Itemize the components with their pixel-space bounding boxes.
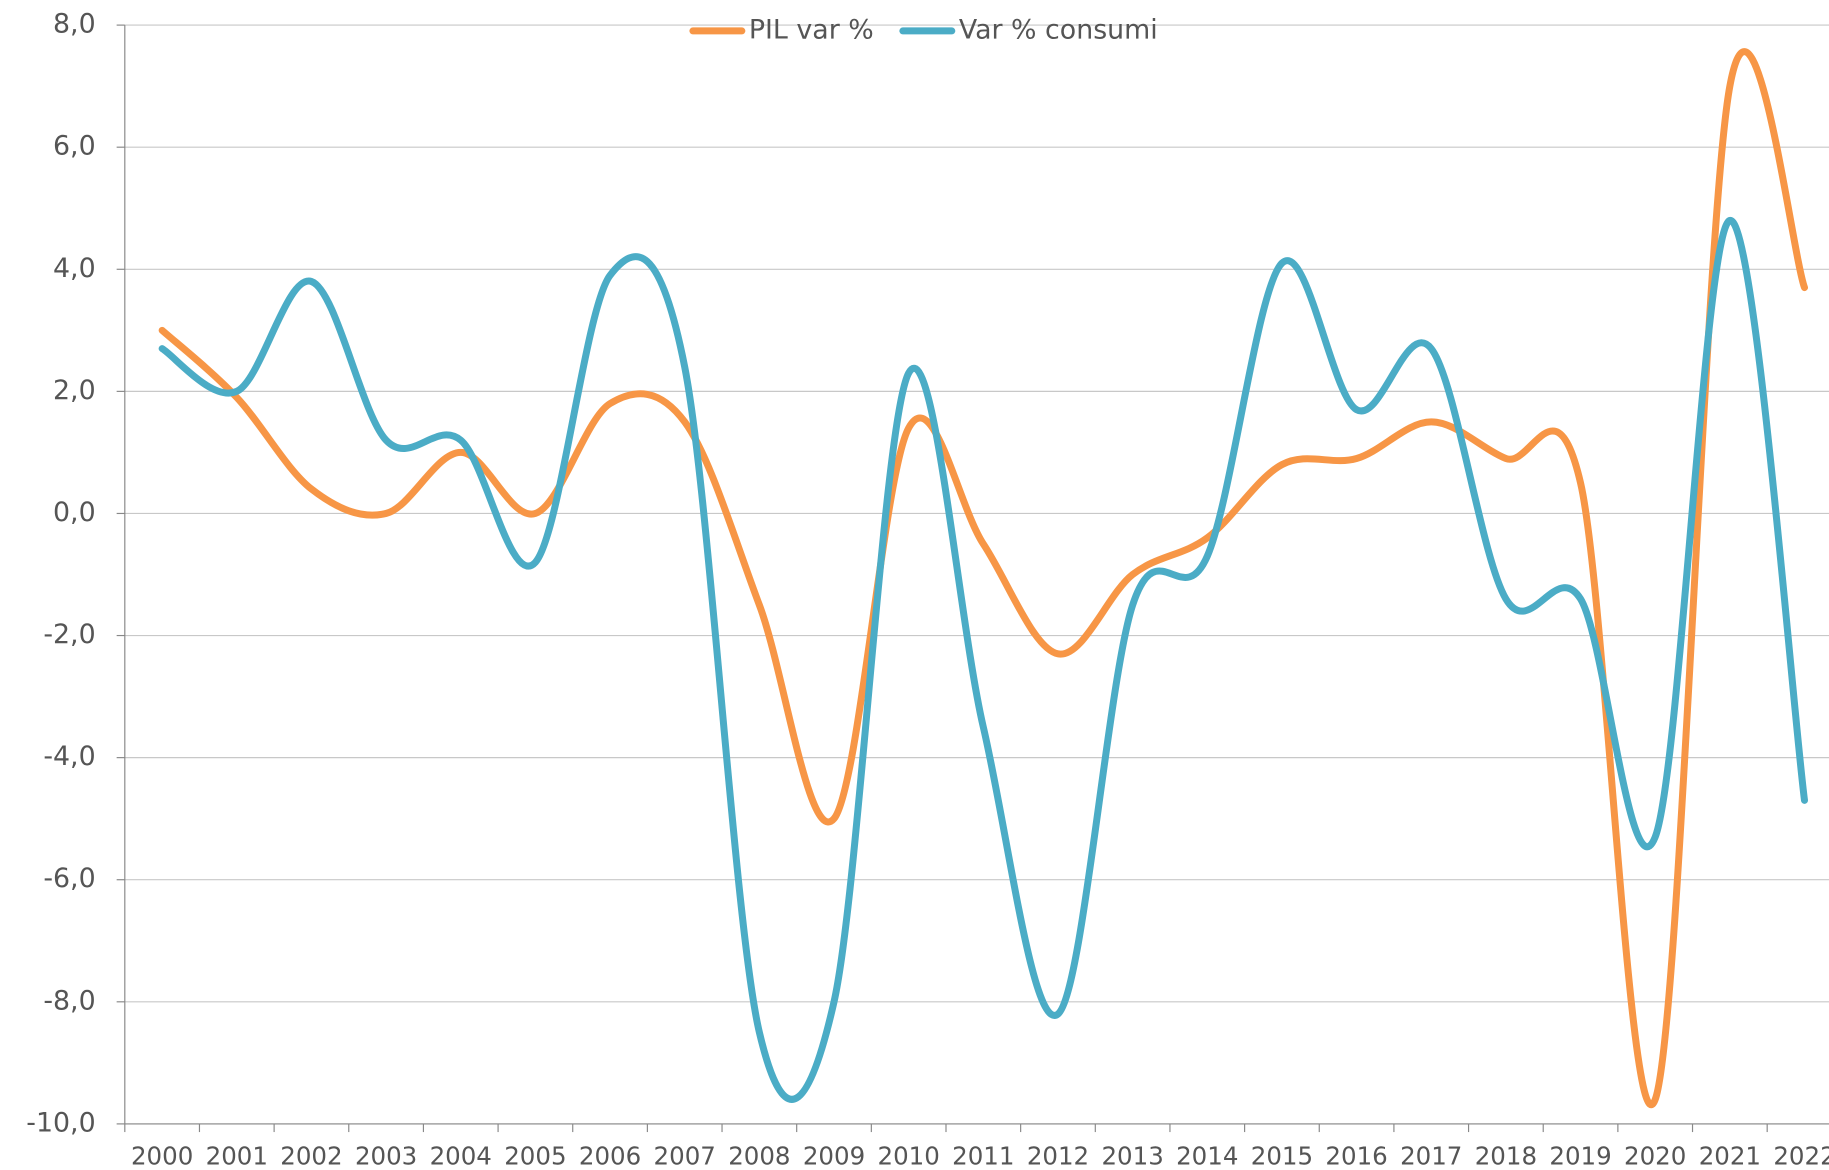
x-tick-label: 2004 (430, 1142, 492, 1170)
x-tick-label: 2022 (1773, 1142, 1829, 1170)
x-tick-label: 2007 (654, 1142, 716, 1170)
y-tick-label: 6,0 (53, 131, 96, 162)
y-tick-label: -2,0 (43, 619, 95, 650)
x-tick-label: 2017 (1400, 1142, 1462, 1170)
y-tick-label: -4,0 (43, 741, 95, 772)
x-tick-label: 2002 (280, 1142, 342, 1170)
x-tick-label: 2001 (206, 1142, 268, 1170)
y-tick-label: 0,0 (53, 497, 96, 528)
legend-label: Var % consumi (959, 14, 1158, 45)
x-tick-label: 2006 (579, 1142, 641, 1170)
x-tick-label: 2014 (1176, 1142, 1238, 1170)
x-tick-label: 2021 (1699, 1142, 1761, 1170)
x-tick-label: 2008 (728, 1142, 790, 1170)
legend-label: PIL var % (749, 14, 874, 45)
x-tick-label: 2000 (131, 1142, 193, 1170)
x-tick-label: 2015 (1251, 1142, 1313, 1170)
x-tick-label: 2013 (1101, 1142, 1163, 1170)
y-tick-label: -8,0 (43, 985, 95, 1016)
x-tick-label: 2019 (1549, 1142, 1611, 1170)
x-tick-label: 2011 (952, 1142, 1014, 1170)
x-tick-label: 2005 (504, 1142, 566, 1170)
series-line (158, 216, 1809, 1103)
x-tick-label: 2012 (1027, 1142, 1089, 1170)
y-tick-label: -10,0 (26, 1107, 95, 1138)
x-tick-label: 2016 (1325, 1142, 1387, 1170)
x-tick-label: 2009 (803, 1142, 865, 1170)
y-tick-label: 2,0 (53, 375, 96, 406)
series-line (158, 48, 1809, 1108)
x-tick-label: 2020 (1624, 1142, 1686, 1170)
y-tick-label: 8,0 (53, 9, 96, 40)
x-tick-label: 2018 (1475, 1142, 1537, 1170)
x-tick-label: 2010 (878, 1142, 940, 1170)
y-tick-label: -6,0 (43, 863, 95, 894)
y-tick-label: 4,0 (53, 253, 96, 284)
x-tick-label: 2003 (355, 1142, 417, 1170)
